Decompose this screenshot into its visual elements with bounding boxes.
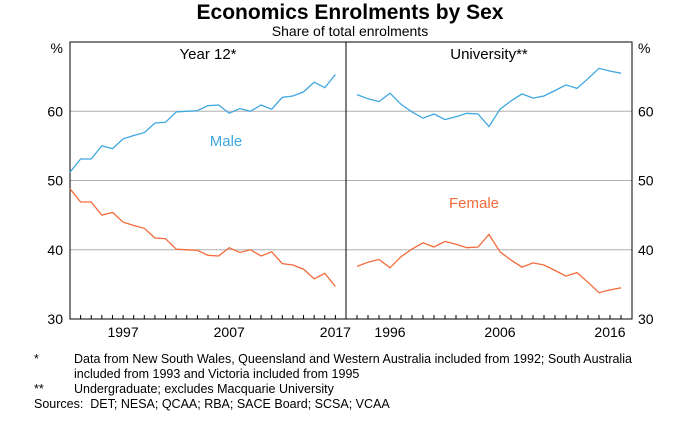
x-tick-label: 2007 — [214, 324, 245, 340]
x-tick-label: 2017 — [320, 324, 351, 340]
y-unit-left: % — [51, 40, 63, 56]
panel-title: Year 12* — [180, 46, 237, 63]
y-tick-label-right: 40 — [638, 242, 654, 258]
note-marker: ** — [34, 382, 44, 396]
series-line-male — [356, 67, 622, 128]
x-tick-label: 1997 — [107, 324, 138, 340]
series-line-female — [69, 188, 336, 287]
note-marker: * — [34, 352, 39, 366]
y-tick-label-left: 30 — [47, 311, 63, 327]
note-text: Undergraduate; excludes Macquarie Univer… — [74, 382, 334, 396]
note-year12: * Data from New South Wales, Queensland … — [34, 352, 674, 382]
series-label-female: Female — [449, 195, 499, 212]
series-line-male — [69, 74, 336, 173]
x-tick-label: 2006 — [484, 324, 515, 340]
y-tick-label-right: 60 — [638, 103, 654, 119]
sources-line: Sources: DET; NESA; QCAA; RBA; SACE Boar… — [34, 397, 674, 412]
x-tick-label: 1996 — [374, 324, 405, 340]
plot-area: 1997 2007 2017 Year 12* Male 1996 2006 2016 Univ… — [47, 40, 653, 340]
chart-title: Economics Enrolments by Sex — [197, 1, 504, 24]
y-tick-label-left: 60 — [47, 103, 63, 119]
chart-subtitle: Share of total enrolments — [272, 23, 428, 39]
chart: Economics Enrolments by Sex Share of tot… — [47, 1, 653, 340]
series-label-male: Male — [210, 133, 243, 150]
panel-title: University** — [450, 46, 528, 63]
sources-text: Sources: DET; NESA; QCAA; RBA; SACE Boar… — [34, 397, 390, 411]
note-text: Data from New South Wales, Queensland an… — [74, 352, 632, 381]
y-tick-label-right: 50 — [638, 173, 654, 189]
series-line-female — [356, 233, 622, 294]
x-tick-label: 2016 — [594, 324, 625, 340]
y-tick-label-left: 50 — [47, 173, 63, 189]
y-unit-right: % — [638, 40, 650, 56]
notes: * Data from New South Wales, Queensland … — [34, 352, 674, 412]
y-tick-label-right: 30 — [638, 311, 654, 327]
y-tick-label-left: 40 — [47, 242, 63, 258]
note-university: ** Undergraduate; excludes Macquarie Uni… — [34, 382, 674, 397]
